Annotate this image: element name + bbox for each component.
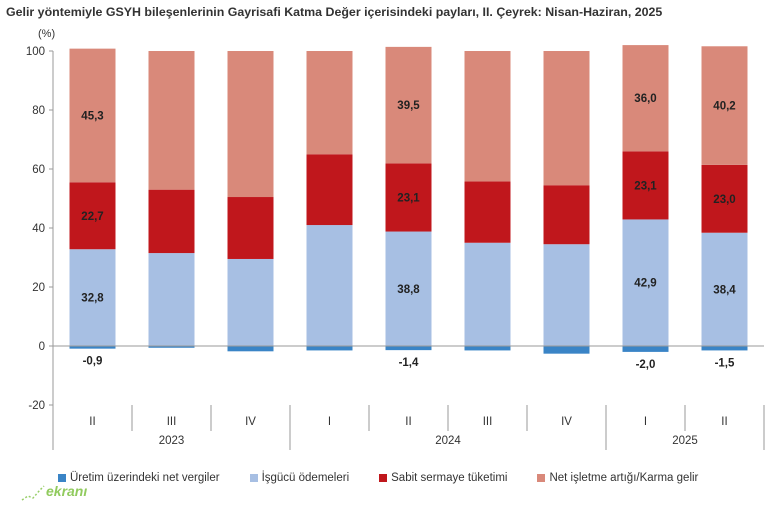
legend-swatch <box>537 474 546 482</box>
bar-segment <box>622 45 669 152</box>
y-tick-label: 80 <box>32 105 45 117</box>
x-tick-label: III <box>483 416 493 428</box>
y-tick-label: -20 <box>28 400 45 412</box>
bar-segment <box>385 163 432 232</box>
bar-segment <box>701 46 748 165</box>
bar-segment <box>306 225 353 346</box>
y-tick-label: 40 <box>32 223 45 235</box>
x-tick-label: III <box>167 416 177 428</box>
bar-segment <box>385 346 432 351</box>
x-tick-label: I <box>328 416 331 428</box>
bar-segment <box>543 51 590 186</box>
bar-segment <box>701 346 748 351</box>
bar-segment <box>385 46 432 164</box>
data-label: 42,9 <box>634 278 656 290</box>
legend-item: Sabit sermaye tüketimi <box>379 472 507 484</box>
bar-segment <box>701 164 748 233</box>
bar-segment <box>148 346 195 348</box>
legend-item: Net işletme artığı/Karma gelir <box>537 472 698 484</box>
legend-label: Üretim üzerindeki net vergiler <box>70 472 220 484</box>
y-tick-label: 0 <box>39 341 45 353</box>
data-label: 38,4 <box>713 284 736 296</box>
data-label: 23,1 <box>634 180 657 192</box>
chart-legend: Üretim üzerindeki net vergiler İşgücü öde… <box>58 470 777 486</box>
bar-segment <box>543 346 590 354</box>
bar-segment <box>464 51 511 182</box>
x-tick-label: I <box>644 416 647 428</box>
data-label: 23,0 <box>713 194 735 206</box>
bar-segment <box>227 346 274 352</box>
bar-segment <box>148 189 195 254</box>
bar-segment <box>227 197 274 259</box>
year-label: 2023 <box>159 435 185 447</box>
data-label: 45,3 <box>81 110 103 122</box>
bar-segment <box>464 181 511 243</box>
bar-segment <box>464 242 511 346</box>
data-label: -0,9 <box>83 356 103 368</box>
x-tick-label: IV <box>561 416 572 428</box>
year-label: 2024 <box>435 435 461 447</box>
legend-label: Sabit sermaye tüketimi <box>391 472 508 484</box>
bar-segment <box>306 51 353 155</box>
data-label: 22,7 <box>81 211 103 223</box>
data-label: -1,5 <box>715 357 735 369</box>
x-tick-label: II <box>405 416 411 428</box>
bar-segment <box>69 249 116 346</box>
y-tick-label: 60 <box>32 164 45 176</box>
bar-segment <box>385 231 432 346</box>
x-tick-label: IV <box>245 416 256 428</box>
bar-segment <box>701 232 748 346</box>
legend-label: Net işletme artığı/Karma gelir <box>549 472 699 484</box>
legend-swatch <box>58 474 66 482</box>
bar-segment <box>622 346 669 352</box>
x-tick-label: II <box>89 416 95 428</box>
legend-swatch <box>379 474 388 482</box>
bar-segment <box>306 346 353 351</box>
bar-segment <box>148 253 195 346</box>
bar-segment <box>69 48 116 183</box>
y-tick-label: 20 <box>32 282 45 294</box>
data-label: 23,1 <box>397 192 420 204</box>
legend-label: İşgücü ödemeleri <box>261 472 350 484</box>
legend-item: İşgücü ödemeleri <box>249 472 350 484</box>
bar-segment <box>306 154 353 226</box>
data-label: 38,8 <box>397 284 420 296</box>
data-label: 32,8 <box>81 293 104 305</box>
bar-segment <box>148 51 195 190</box>
bar-segment <box>622 219 669 346</box>
legend-swatch <box>249 474 258 482</box>
year-label: 2025 <box>672 435 698 447</box>
data-label: -2,0 <box>636 359 656 371</box>
y-axis-unit: (%) <box>38 28 56 40</box>
bar-segment <box>543 244 590 346</box>
bar-segment <box>543 185 590 245</box>
data-label: 39,5 <box>397 100 420 112</box>
bar-segment <box>227 258 274 346</box>
data-label: -1,4 <box>399 357 419 369</box>
bar-segment <box>622 151 669 220</box>
data-label: 40,2 <box>713 101 735 113</box>
bar-segment <box>227 51 274 198</box>
bar-segment <box>69 182 116 250</box>
x-tick-label: II <box>721 416 727 428</box>
legend-item: Üretim üzerindeki net vergiler <box>58 472 220 484</box>
y-tick-label: 100 <box>26 46 45 58</box>
bar-segment <box>69 346 116 349</box>
watermark-text: ekranı <box>46 483 88 499</box>
data-label: 36,0 <box>634 93 656 105</box>
plot-area: 100 80 60 40 20 0 -20 -0,9 32,8 22,7 45,3 -1,4 38,8 2… <box>26 45 765 450</box>
bar-segment <box>464 346 511 351</box>
chart-title: Gelir yöntemiyle GSYH bileşenlerinin Gay… <box>6 5 663 19</box>
logo-icon <box>21 485 45 501</box>
